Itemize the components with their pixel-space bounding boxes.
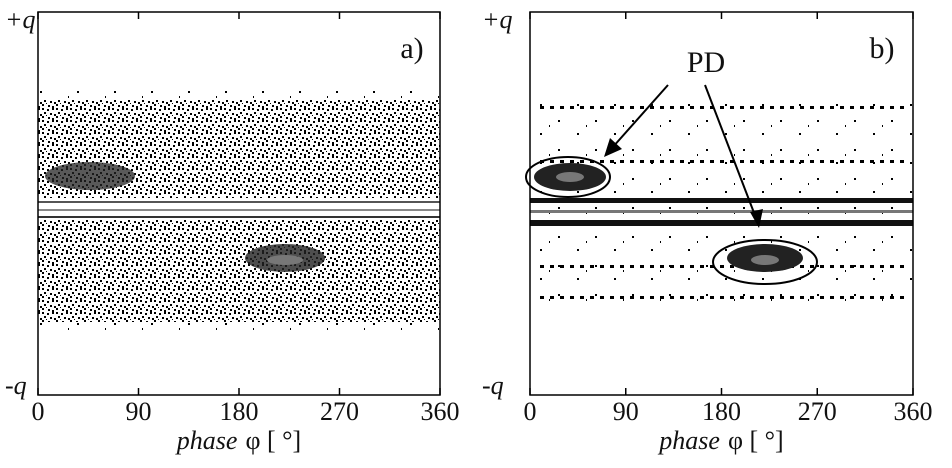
x-tick-label: 180 <box>702 397 741 426</box>
x-axis-label-italic: phase <box>175 426 238 455</box>
x-axis-label-unit: φ [ °] <box>245 426 301 455</box>
x-tick-label: 90 <box>126 397 152 426</box>
pattern-a <box>38 85 440 332</box>
y-bottom-label: -q <box>482 371 504 400</box>
y-top-label: +q <box>482 5 513 34</box>
x-tick-label: 360 <box>894 397 933 426</box>
x-axis-label: phase φ [ °] <box>657 426 783 455</box>
x-axis-label-unit: φ [ °] <box>728 426 784 455</box>
panel-label: b) <box>870 32 895 65</box>
x-tick-label: 180 <box>220 397 259 426</box>
x-tick-label: 90 <box>613 397 639 426</box>
y-top-label: +q <box>5 5 36 34</box>
x-tick-label: 360 <box>421 397 460 426</box>
x-axis-label: phase φ [ °] <box>175 426 301 455</box>
x-tick-label: 0 <box>524 397 537 426</box>
x-axis-label-italic: phase <box>657 426 720 455</box>
x-tick-label: 270 <box>320 397 359 426</box>
panel-label: a) <box>400 32 423 65</box>
pattern-b <box>525 84 913 305</box>
x-tick-label: 270 <box>798 397 837 426</box>
y-bottom-label: -q <box>5 371 27 400</box>
x-tick-label: 0 <box>32 397 45 426</box>
annotation: PD <box>687 46 725 79</box>
